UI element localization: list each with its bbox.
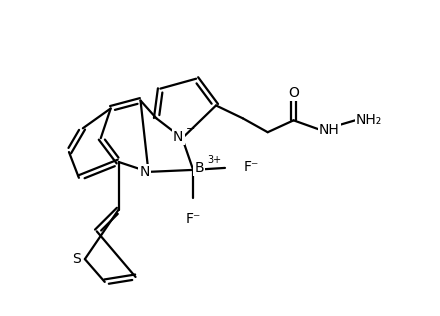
Text: F⁻: F⁻ — [186, 212, 201, 227]
Text: 3+: 3+ — [207, 155, 221, 165]
Text: F⁻: F⁻ — [244, 160, 260, 174]
Text: S: S — [73, 252, 81, 266]
Text: B: B — [194, 161, 204, 175]
Text: O: O — [288, 86, 299, 100]
Text: N: N — [139, 165, 150, 179]
Text: −: − — [186, 124, 196, 134]
Text: NH₂: NH₂ — [356, 113, 382, 127]
Text: NH: NH — [319, 123, 340, 137]
Text: N: N — [173, 130, 183, 144]
